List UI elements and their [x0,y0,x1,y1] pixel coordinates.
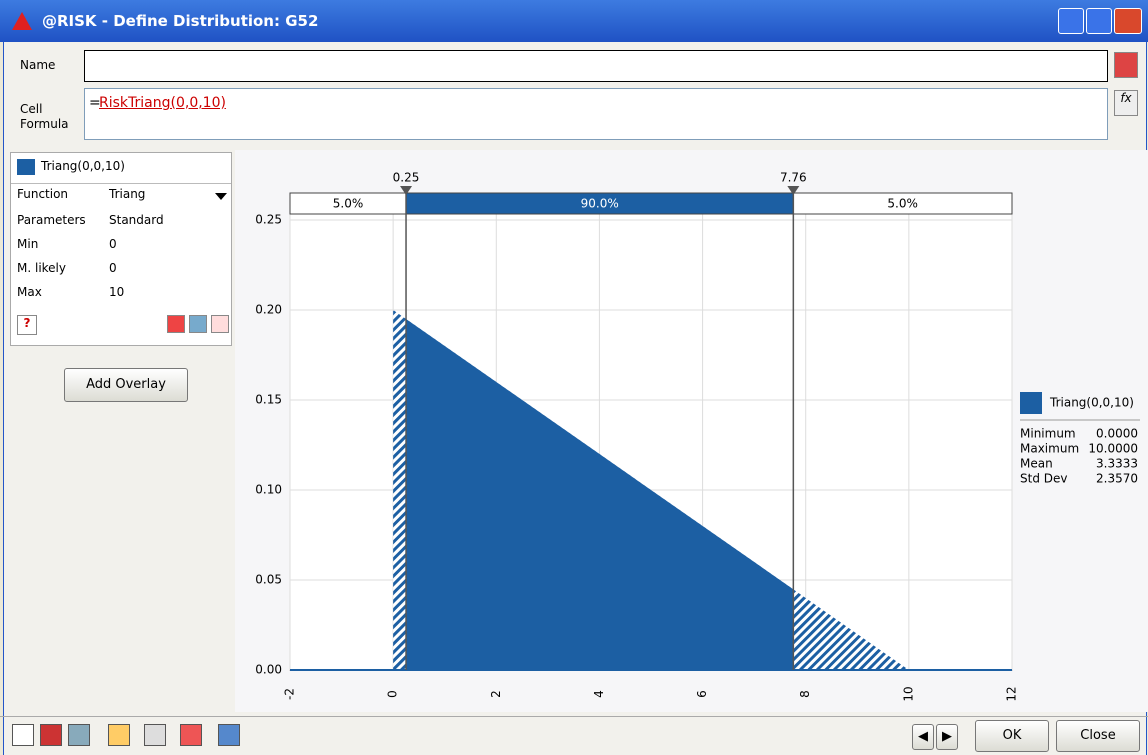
stat-name: Mean [1020,457,1053,471]
link-icon[interactable] [211,315,229,333]
fit-icon[interactable] [189,315,207,333]
x-tick-label: 6 [695,690,709,698]
y-tick-label: 0.00 [255,663,282,677]
toolbar-icon[interactable] [40,724,62,746]
x-tick-label: 12 [1005,686,1019,701]
delimiter-label: 7.76 [780,171,807,185]
x-tick-label: 2 [489,690,503,698]
param-name: Parameters [17,213,86,227]
param-value[interactable]: 0 [109,261,117,275]
stat-name: Std Dev [1020,472,1067,486]
y-tick-label: 0.10 [255,483,282,497]
stat-value: 0.0000 [1096,427,1138,441]
name-input[interactable] [84,50,1108,82]
fx-icon[interactable]: fx [1114,90,1138,116]
parameter-panel: Triang(0,0,10) Function Triang Parameter… [10,152,232,346]
y-tick-label: 0.15 [255,393,282,407]
dropdown-arrow[interactable] [215,193,227,201]
panel-swatch [17,159,35,175]
title-bar: @RISK - Define Distribution: G52 [0,0,1148,42]
delete-icon[interactable] [167,315,185,333]
name-icon[interactable] [1114,52,1138,78]
add-overlay-button[interactable]: Add Overlay [64,368,188,402]
x-tick-label: -2 [283,688,297,700]
app-icon [12,12,32,30]
chart: 0.00 0.05 0.10 0.15 0.20 0.25 -2 0 2 4 6 8 10 12 5.0% 9… [235,150,1148,712]
stat-value: 10.0000 [1088,442,1138,456]
x-tick-label: 10 [901,686,915,701]
param-value[interactable]: Standard [109,213,164,227]
prev-button[interactable]: ◀ [912,724,934,750]
band-label: 5.0% [333,197,364,211]
param-value[interactable]: 0 [109,237,117,251]
param-value[interactable]: 10 [109,285,124,299]
toolbar-icon[interactable] [180,724,202,746]
param-name: Function [17,187,68,201]
band-label: 5.0% [887,197,918,211]
param-name: Max [17,285,42,299]
y-tick-label: 0.20 [255,303,282,317]
toolbar-icon[interactable] [218,724,240,746]
toolbar-icon[interactable] [12,724,34,746]
param-value[interactable]: Triang [109,187,145,201]
minimize-button[interactable] [1058,8,1084,34]
page: {"window":{"title":"@RISK - Define Distr… [0,0,1148,755]
formula-input[interactable]: =RiskTriang(0,0,10) [84,88,1108,140]
band-label: 90.0% [581,197,619,211]
maximize-button[interactable] [1086,8,1112,34]
x-tick-label: 4 [592,690,606,698]
stat-name: Maximum [1020,442,1079,456]
param-name: M. likely [17,261,66,275]
window-title: @RISK - Define Distribution: G52 [42,0,318,42]
delimiter-label: 0.25 [393,171,420,185]
close-window-button[interactable] [1114,8,1142,34]
help-icon[interactable]: ? [17,315,37,335]
y-tick-label: 0.25 [255,213,282,227]
ok-button[interactable]: OK [975,720,1049,752]
toolbar-icon[interactable] [108,724,130,746]
panel-header: Triang(0,0,10) [41,159,125,173]
stat-value: 3.3333 [1096,457,1138,471]
legend-swatch [1020,392,1042,414]
next-button[interactable]: ▶ [936,724,958,750]
toolbar-icon[interactable] [144,724,166,746]
stat-value: 2.3570 [1096,472,1138,486]
close-button[interactable]: Close [1056,720,1140,752]
toolbar-icon[interactable] [68,724,90,746]
stat-name: Minimum [1020,427,1076,441]
formula-label: Cell Formula [20,102,70,132]
name-label: Name [20,58,55,72]
x-tick-label: 8 [798,690,812,698]
formula-function[interactable]: RiskTriang(0,0,10) [99,95,226,111]
y-tick-label: 0.05 [255,573,282,587]
x-tick-label: 0 [386,690,400,698]
legend-label: Triang(0,0,10) [1049,396,1134,410]
param-name: Min [17,237,38,251]
